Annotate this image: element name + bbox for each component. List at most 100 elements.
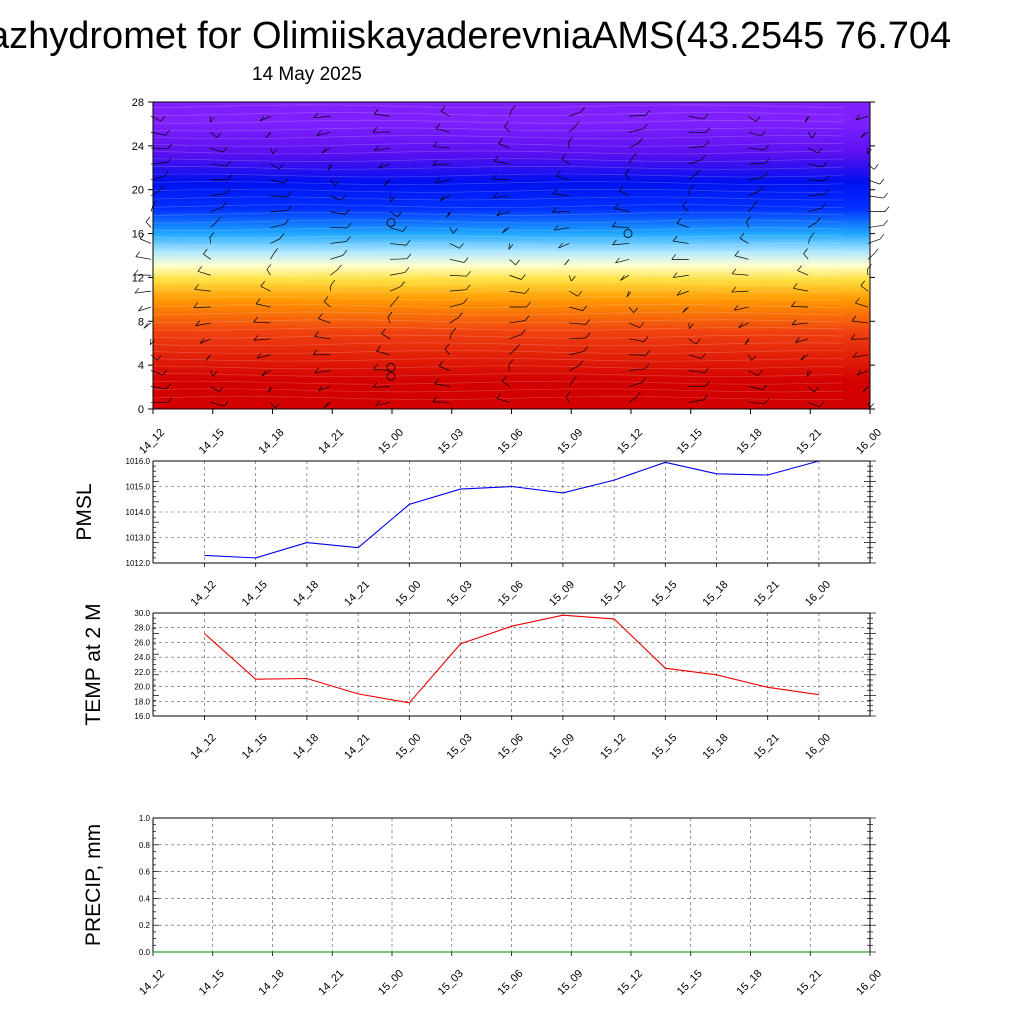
wind-barb <box>553 225 570 231</box>
wind-barb <box>569 346 588 356</box>
wind-barb <box>330 222 352 229</box>
wind-barb <box>688 367 710 373</box>
y-tick-label: 30.0 <box>134 609 150 618</box>
wind-barb <box>270 219 290 228</box>
y-tick-label: 1016.0 <box>126 457 151 466</box>
wind-barb <box>569 106 586 117</box>
calm-circle <box>386 371 396 381</box>
contour-line <box>152 304 844 308</box>
x-tick-label: 15_00 <box>393 579 423 609</box>
contour-line <box>152 142 843 147</box>
wind-barb <box>195 320 211 327</box>
contour-line <box>152 334 844 339</box>
y-tick-label: 1014.0 <box>126 508 151 517</box>
y-tick-label: 0.6 <box>139 868 151 877</box>
y-tick-label: 0.0 <box>139 948 151 957</box>
x-tick-label: 14_18 <box>291 579 321 609</box>
wind-barb <box>253 316 271 324</box>
x-tick-label: 15_21 <box>752 579 782 609</box>
wind-barb <box>855 115 869 121</box>
x-tick-label: 15_18 <box>701 732 731 762</box>
wind-barb <box>270 402 280 409</box>
wind-barb <box>795 337 809 344</box>
contour-line <box>152 150 844 155</box>
y-tick-label: 20.0 <box>134 683 150 692</box>
wind-barb <box>389 253 412 260</box>
wind-barb <box>509 329 526 340</box>
wind-barb <box>135 251 152 260</box>
wind-barb <box>502 375 510 387</box>
wind-barb <box>568 136 573 149</box>
x-tick-label: 14_21 <box>342 732 372 762</box>
wind-barb <box>330 250 348 260</box>
wind-barb <box>197 266 211 276</box>
wind-barb <box>330 195 346 201</box>
wind-barb <box>614 203 630 212</box>
wind-barb <box>329 279 336 292</box>
wind-barb <box>731 286 749 293</box>
contour-line <box>152 158 844 162</box>
y-tick-label: 1013.0 <box>126 534 151 543</box>
wind-barb <box>612 239 630 246</box>
contour-line <box>152 219 844 224</box>
y-tick-label: 8 <box>138 316 144 328</box>
wind-barb <box>738 322 749 329</box>
wind-barb <box>628 322 644 328</box>
x-tick-label: 14_12 <box>189 732 219 762</box>
wind-barb <box>210 131 222 138</box>
wind-barb <box>270 191 292 198</box>
wind-barb <box>199 338 211 344</box>
y-tick-label: 0.8 <box>139 841 151 850</box>
x-tick-label: 15_00 <box>376 968 406 998</box>
wind-barb <box>672 235 689 244</box>
contour-line <box>152 273 844 278</box>
y-tick-label: 20 <box>132 185 144 197</box>
x-tick-label: 14_12 <box>189 579 219 609</box>
contour-line <box>152 235 844 239</box>
wind-barb <box>321 147 331 154</box>
wind-barb <box>628 377 647 387</box>
wind-barb <box>808 202 827 212</box>
wind-barb <box>509 301 531 308</box>
wind-barb <box>256 353 271 359</box>
wind-barb <box>449 257 469 263</box>
wind-barb <box>808 189 830 197</box>
wind-barb <box>508 359 514 371</box>
panel-y-axis-label: PMSL <box>73 483 96 540</box>
x-tick-label: 15_12 <box>615 968 645 998</box>
wind-barb <box>375 400 391 406</box>
wind-barb <box>444 343 451 355</box>
wind-barb <box>504 121 510 133</box>
wind-barb <box>748 144 769 151</box>
wind-barb <box>744 338 750 345</box>
wind-barb <box>508 243 514 250</box>
wind-barb <box>862 386 869 393</box>
y-tick-label: 1015.0 <box>126 483 151 492</box>
wind-barb <box>145 216 152 228</box>
wind-barb <box>435 177 450 184</box>
wind-barb <box>688 322 694 330</box>
wind-barb <box>270 147 278 155</box>
contour-line <box>152 188 844 193</box>
wind-barb <box>270 178 289 184</box>
wind-barb <box>265 131 271 139</box>
wind-barb <box>565 391 571 403</box>
y-tick-label: 26.0 <box>134 638 150 647</box>
wind-barb <box>611 221 630 228</box>
wind-barb <box>389 195 396 202</box>
wind-barb <box>808 401 825 408</box>
x-tick-label: 14_18 <box>291 732 321 762</box>
wind-barb <box>628 306 638 313</box>
y-tick-label: 24.0 <box>134 653 150 662</box>
wind-barb <box>800 354 809 361</box>
wind-barb <box>808 147 823 154</box>
y-tick-label: 0.4 <box>139 894 151 903</box>
wind-barb <box>851 315 869 324</box>
contour-line <box>152 242 844 247</box>
wind-barb <box>432 396 450 403</box>
y-tick-label: 0 <box>138 404 144 416</box>
wind-barb <box>625 168 630 181</box>
precip-chart: 0.0 0.2 0.4 0.6 0.8 1.0 14_12 14_15 14_18 14_21 15… <box>82 814 884 998</box>
wind-barb <box>209 232 215 244</box>
wind-barb <box>205 354 212 361</box>
